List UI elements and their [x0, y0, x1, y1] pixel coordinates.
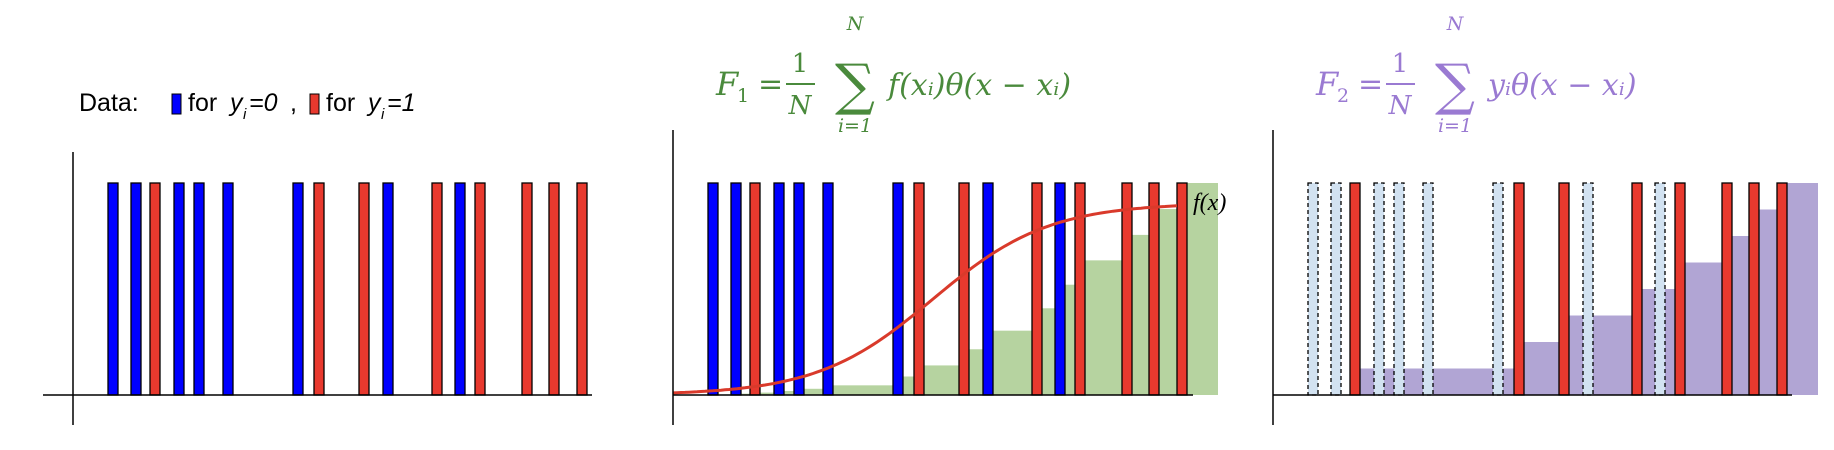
- data-bar-class-one: [521, 182, 533, 396]
- data-bar-class-one: [1176, 182, 1188, 396]
- data-bar-class-one: [431, 182, 443, 396]
- formula-f1-lhs: F: [715, 65, 740, 103]
- formula-f2-body: yᵢθ(x − xᵢ): [1486, 68, 1637, 103]
- legend-y-one: y: [366, 89, 382, 117]
- legend-sub-zero: i: [243, 106, 247, 123]
- formula-f1-num: 1: [792, 49, 809, 79]
- formula-f2-lhs: F: [1315, 65, 1340, 103]
- panel-f1-sigmoid-curve: [672, 204, 1178, 395]
- data-bar-class-zero: [793, 182, 805, 396]
- data-bar-class-zero: [454, 182, 466, 396]
- data-bar-class-one: [149, 182, 161, 396]
- data-bar-class-zero: [107, 182, 119, 396]
- data-bar-class-one: [1031, 182, 1043, 396]
- data-bar-class-one: [1674, 182, 1686, 396]
- data-bar-class-one: [313, 182, 325, 396]
- data-bar-class-one: [576, 182, 588, 396]
- data-bar-dashed: [1582, 182, 1594, 396]
- panel-f1-bars: [707, 182, 1188, 396]
- data-bar-class-zero: [292, 182, 304, 396]
- data-bar-class-one: [1148, 182, 1160, 396]
- formula-f1-sum: ∑: [835, 53, 875, 118]
- panel-data: [43, 152, 592, 425]
- data-bar-class-zero: [382, 182, 394, 396]
- legend-for-zero: for: [188, 89, 217, 117]
- formula-f1-lhs-sub: 1: [737, 85, 749, 107]
- panel-f1: f(x): [672, 130, 1226, 425]
- data-bar-class-zero: [773, 182, 785, 396]
- data-bar-class-one: [1074, 182, 1086, 396]
- data-bar-dashed: [1373, 182, 1385, 396]
- data-bar-class-zero: [982, 182, 994, 396]
- formula-f1-sum-top: N: [846, 13, 865, 35]
- data-bar-class-one: [1513, 182, 1525, 396]
- panel-f1-curve-label: f(x): [1193, 190, 1226, 216]
- f1-step: [750, 392, 774, 395]
- data-bar-dashed: [1393, 182, 1405, 396]
- formula-f2-den: N: [1388, 91, 1413, 121]
- legend-val-zero: =0: [249, 89, 278, 117]
- data-bar-class-one: [1721, 182, 1733, 396]
- data-bar-class-one: [1776, 182, 1788, 396]
- legend-y-zero: y: [228, 89, 244, 117]
- formula-f1-eq: =: [758, 67, 783, 102]
- legend-swatch-one: [309, 93, 320, 115]
- data-bar-class-zero: [222, 182, 234, 396]
- data-bar-dashed: [1654, 182, 1666, 396]
- panel-f2: [1272, 130, 1818, 425]
- formula-f2-eq: =: [1358, 67, 1383, 102]
- formula-f2-sum: ∑: [1435, 53, 1475, 118]
- data-bar-class-zero: [707, 182, 719, 396]
- formula-f2: F 2 = 1 N N ∑ i=1 yᵢθ(x − xᵢ): [1315, 13, 1637, 137]
- data-bar-dashed: [1492, 182, 1504, 396]
- legend: Data: for y i =0 , for y i =1: [79, 89, 416, 123]
- formula-f1-sum-bottom: i=1: [838, 115, 872, 137]
- data-bar-class-one: [548, 182, 560, 396]
- data-bar-dashed: [1307, 182, 1319, 396]
- formula-f2-sum-top: N: [1446, 13, 1465, 35]
- legend-separator: ,: [290, 89, 297, 117]
- legend-prefix: Data:: [79, 89, 139, 117]
- data-bar-class-one: [1349, 182, 1361, 396]
- data-bar-class-zero: [193, 182, 205, 396]
- f2-step: [1423, 368, 1493, 395]
- formula-f2-num: 1: [1392, 49, 1409, 79]
- f1-step: [794, 388, 823, 395]
- formula-f1: F 1 = 1 N N ∑ i=1 f(xᵢ)θ(x − xᵢ): [715, 13, 1071, 137]
- formula-f2-sum-bottom: i=1: [1438, 115, 1472, 137]
- legend-swatch-zero: [171, 93, 182, 115]
- data-bar-class-one: [1748, 182, 1760, 396]
- formula-f2-lhs-sub: 2: [1337, 85, 1349, 107]
- panel-data-bars: [107, 182, 588, 396]
- data-bar-class-one: [474, 182, 486, 396]
- data-bar-class-zero: [730, 182, 742, 396]
- data-bar-dashed: [1330, 182, 1342, 396]
- data-bar-class-zero: [892, 182, 904, 396]
- f1-step: [823, 385, 893, 395]
- data-bar-class-zero: [173, 182, 185, 396]
- data-bar-class-one: [1121, 182, 1133, 396]
- legend-for-one: for: [326, 89, 355, 117]
- data-bar-dashed: [1422, 182, 1434, 396]
- formula-f1-body: f(xᵢ)θ(x − xᵢ): [886, 68, 1071, 103]
- data-bar-class-zero: [130, 182, 142, 396]
- legend-val-one: =1: [387, 89, 416, 117]
- data-bar-class-one: [749, 182, 761, 396]
- legend-sub-one: i: [381, 106, 385, 123]
- data-bar-class-one: [1631, 182, 1643, 396]
- data-bar-class-zero: [822, 182, 834, 396]
- data-bar-class-one: [913, 182, 925, 396]
- data-bar-class-zero: [1054, 182, 1066, 396]
- data-bar-class-one: [958, 182, 970, 396]
- data-bar-class-one: [358, 182, 370, 396]
- formula-f1-den: N: [788, 91, 813, 121]
- data-bar-class-one: [1558, 182, 1570, 396]
